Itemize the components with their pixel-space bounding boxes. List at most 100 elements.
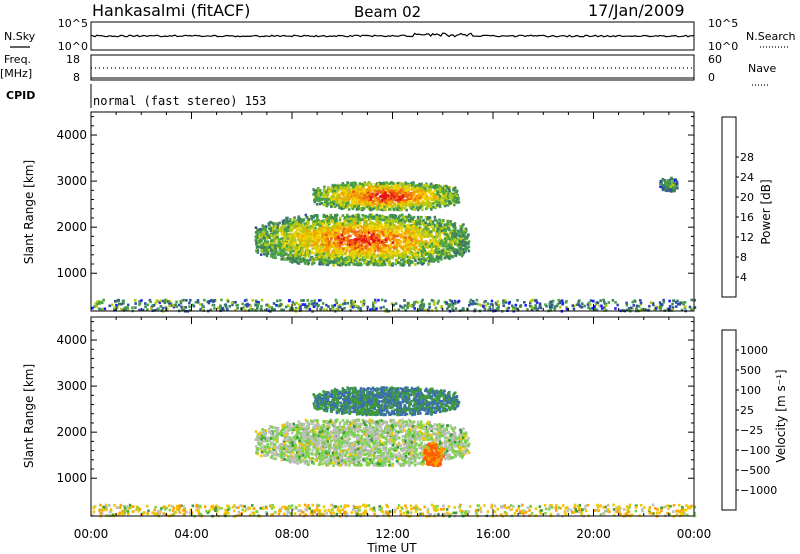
echo-cell bbox=[412, 246, 416, 250]
echo-cell bbox=[312, 193, 315, 196]
echo-cell bbox=[337, 261, 341, 264]
echo-cell bbox=[299, 249, 302, 253]
echo-cell bbox=[384, 187, 387, 191]
echo-cell bbox=[375, 242, 379, 246]
echo-cell bbox=[300, 244, 304, 248]
echo-cell bbox=[390, 181, 393, 185]
echo-cell bbox=[348, 259, 351, 262]
echo-cell bbox=[278, 221, 281, 225]
echo-cell bbox=[327, 249, 331, 253]
echo-cell bbox=[344, 193, 347, 197]
echo-cell bbox=[448, 189, 451, 192]
echo-cell bbox=[417, 191, 421, 194]
echo-cell bbox=[355, 245, 358, 248]
echo-cell bbox=[398, 214, 402, 218]
echo-cell bbox=[444, 196, 448, 199]
echo-cell bbox=[466, 247, 469, 250]
echo-cell bbox=[435, 204, 439, 207]
echo-cell bbox=[365, 259, 368, 263]
echo-cell bbox=[336, 226, 340, 230]
echo-cell bbox=[467, 245, 471, 249]
echo-cell bbox=[356, 222, 360, 225]
echo-cell bbox=[314, 243, 317, 246]
echo-cell bbox=[337, 251, 340, 254]
echo-cell bbox=[391, 228, 394, 232]
echo-cell bbox=[356, 213, 360, 217]
echo-cell bbox=[307, 217, 311, 221]
echo-cell bbox=[339, 237, 342, 241]
echo-cell bbox=[270, 221, 274, 225]
echo-cell bbox=[282, 250, 285, 253]
echo-cell bbox=[341, 222, 345, 226]
echo-cell bbox=[294, 234, 297, 238]
echo-cell bbox=[364, 214, 367, 218]
echo-cell bbox=[410, 201, 413, 204]
echo-cell bbox=[335, 218, 338, 221]
echo-cell bbox=[276, 246, 279, 249]
echo-cell bbox=[387, 197, 391, 200]
echo-cell bbox=[271, 253, 274, 257]
echo-cell bbox=[399, 196, 403, 200]
echo-cell bbox=[459, 224, 462, 228]
echo-cell bbox=[272, 222, 275, 225]
echo-cell bbox=[426, 197, 430, 201]
echo-cell bbox=[449, 220, 452, 223]
echo-cell bbox=[442, 248, 445, 252]
echo-cell bbox=[365, 205, 369, 209]
echo-cell bbox=[392, 214, 395, 217]
echo-cell bbox=[380, 204, 384, 208]
echo-cell bbox=[331, 244, 335, 247]
echo-cell bbox=[422, 203, 426, 207]
echo-cell bbox=[442, 191, 446, 195]
echo-cell bbox=[340, 186, 344, 190]
echo-cell bbox=[405, 198, 409, 202]
echo-cell bbox=[412, 240, 416, 243]
echo-cell bbox=[313, 193, 317, 197]
echo-cell bbox=[436, 243, 440, 246]
echo-cell bbox=[394, 234, 398, 238]
echo-cell bbox=[406, 238, 410, 242]
echo-cell bbox=[427, 262, 431, 265]
freq-tick-top: 18 bbox=[66, 53, 80, 66]
echo-cell bbox=[375, 184, 378, 188]
echo-cell bbox=[351, 214, 355, 218]
echo-cell bbox=[361, 202, 365, 205]
echo-cell bbox=[293, 257, 297, 260]
echo-cell bbox=[402, 255, 406, 258]
echo-cell bbox=[439, 254, 443, 257]
echo-cell bbox=[409, 215, 412, 218]
echo-cell bbox=[300, 250, 304, 253]
echo-cell bbox=[323, 238, 327, 241]
echo-cell bbox=[371, 192, 375, 196]
echo-cell bbox=[455, 249, 459, 252]
echo-cell bbox=[271, 227, 274, 231]
echo-cell bbox=[315, 222, 318, 225]
echo-cell bbox=[350, 181, 353, 185]
echo-cell bbox=[360, 239, 364, 243]
echo-cell bbox=[276, 226, 280, 229]
echo-cell bbox=[361, 241, 364, 245]
echo-cell bbox=[342, 239, 346, 243]
echo-cell bbox=[272, 245, 275, 249]
echo-cell bbox=[386, 248, 390, 252]
echo-cell bbox=[352, 223, 355, 227]
echo-cell bbox=[349, 229, 352, 233]
echo-cell bbox=[280, 237, 283, 241]
echo-cell bbox=[346, 258, 350, 262]
echo-cell bbox=[401, 203, 405, 206]
echo-cell bbox=[370, 256, 374, 260]
echo-cell bbox=[450, 223, 454, 226]
echo-cell bbox=[412, 215, 416, 219]
echo-cell bbox=[343, 201, 347, 205]
echo-cell bbox=[334, 200, 337, 204]
echo-cell bbox=[327, 255, 330, 258]
echo-cell bbox=[336, 231, 339, 235]
echo-cell bbox=[303, 254, 307, 258]
echo-cell bbox=[394, 226, 398, 229]
echo-cell bbox=[340, 229, 344, 233]
echo-cell bbox=[386, 231, 389, 235]
echo-cell bbox=[445, 233, 449, 236]
echo-cell bbox=[277, 240, 280, 244]
echo-cell bbox=[410, 192, 413, 195]
echo-cell bbox=[367, 201, 370, 205]
